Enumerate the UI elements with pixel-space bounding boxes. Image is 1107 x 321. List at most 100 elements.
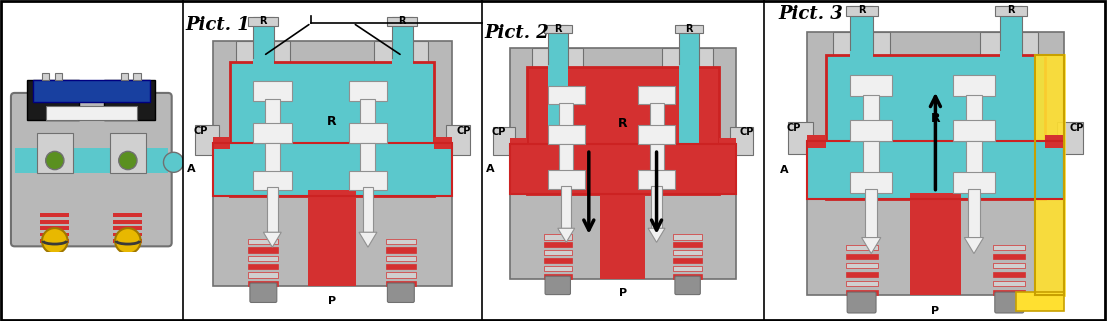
Bar (237, 41, 290, 65)
Bar (969, 189, 980, 238)
Bar (548, 65, 568, 143)
Bar (252, 59, 273, 143)
Bar (953, 75, 995, 96)
Bar (113, 233, 143, 236)
Bar (121, 73, 127, 80)
Bar (252, 17, 273, 71)
FancyBboxPatch shape (545, 276, 570, 295)
FancyBboxPatch shape (509, 48, 735, 279)
Bar (1000, 51, 1022, 141)
Bar (248, 17, 278, 26)
Bar (675, 25, 703, 33)
Text: R: R (328, 115, 337, 128)
Bar (548, 170, 584, 189)
Bar (850, 51, 872, 141)
FancyBboxPatch shape (250, 283, 277, 302)
Bar (866, 189, 877, 238)
Bar (850, 6, 872, 64)
Text: Pict. 1: Pict. 1 (186, 15, 250, 33)
Bar (434, 137, 452, 149)
Bar (832, 32, 890, 58)
Bar (673, 242, 702, 247)
Text: CP: CP (456, 126, 470, 135)
Text: CP: CP (739, 127, 754, 137)
Bar (993, 245, 1025, 250)
Text: R: R (858, 5, 866, 15)
Bar (673, 250, 702, 255)
Bar (673, 274, 702, 279)
Bar (104, 80, 155, 120)
Bar (386, 239, 416, 244)
Bar (248, 256, 278, 261)
Bar (37, 133, 73, 173)
Bar (846, 245, 878, 250)
Bar (42, 73, 50, 80)
Text: R: R (931, 112, 940, 125)
Bar (392, 59, 413, 143)
Bar (45, 106, 137, 120)
Bar (392, 17, 413, 71)
Text: Pict. 2: Pict. 2 (485, 23, 549, 42)
Bar (40, 239, 70, 243)
Bar (846, 263, 878, 268)
Bar (559, 103, 573, 126)
Bar (1035, 55, 1064, 295)
Bar (1057, 122, 1083, 154)
Text: R: R (618, 117, 628, 130)
Bar (349, 123, 387, 143)
Text: R: R (260, 15, 267, 26)
Bar (230, 62, 434, 196)
Polygon shape (359, 232, 377, 247)
Bar (113, 226, 143, 230)
Bar (40, 233, 70, 236)
Bar (544, 242, 572, 247)
FancyBboxPatch shape (847, 292, 876, 313)
Bar (387, 17, 417, 26)
Bar (981, 32, 1038, 58)
Bar (509, 143, 735, 195)
Bar (826, 55, 1045, 199)
Bar (386, 281, 416, 286)
Bar (662, 48, 713, 70)
Text: P: P (619, 288, 627, 298)
Bar (110, 133, 146, 173)
Bar (807, 141, 1064, 199)
Bar (248, 247, 278, 253)
Circle shape (115, 228, 141, 254)
Bar (133, 73, 141, 80)
Bar (265, 99, 280, 125)
Text: A: A (486, 164, 495, 174)
Bar (213, 143, 452, 196)
Bar (252, 123, 292, 143)
Bar (650, 143, 663, 172)
Bar (639, 170, 675, 189)
Bar (386, 264, 416, 269)
Bar (846, 6, 878, 16)
Text: R: R (685, 23, 693, 34)
Bar (248, 239, 278, 244)
Bar (953, 172, 995, 193)
Bar (1000, 6, 1022, 64)
Bar (807, 135, 826, 148)
Bar (374, 41, 427, 65)
Bar (252, 171, 292, 190)
Bar (493, 126, 516, 155)
Bar (265, 143, 280, 172)
Bar (33, 80, 149, 102)
Text: R: R (1007, 5, 1015, 15)
Bar (28, 80, 79, 120)
Bar (1035, 55, 1064, 295)
Bar (850, 172, 892, 193)
Polygon shape (964, 238, 983, 254)
Bar (863, 141, 879, 173)
Bar (993, 263, 1025, 268)
Bar (673, 258, 702, 263)
Polygon shape (861, 238, 881, 254)
Text: A: A (780, 165, 789, 175)
Bar (993, 272, 1025, 277)
Bar (361, 99, 375, 125)
Circle shape (164, 152, 184, 172)
Bar (600, 189, 645, 279)
Circle shape (45, 152, 64, 169)
Bar (993, 281, 1025, 286)
